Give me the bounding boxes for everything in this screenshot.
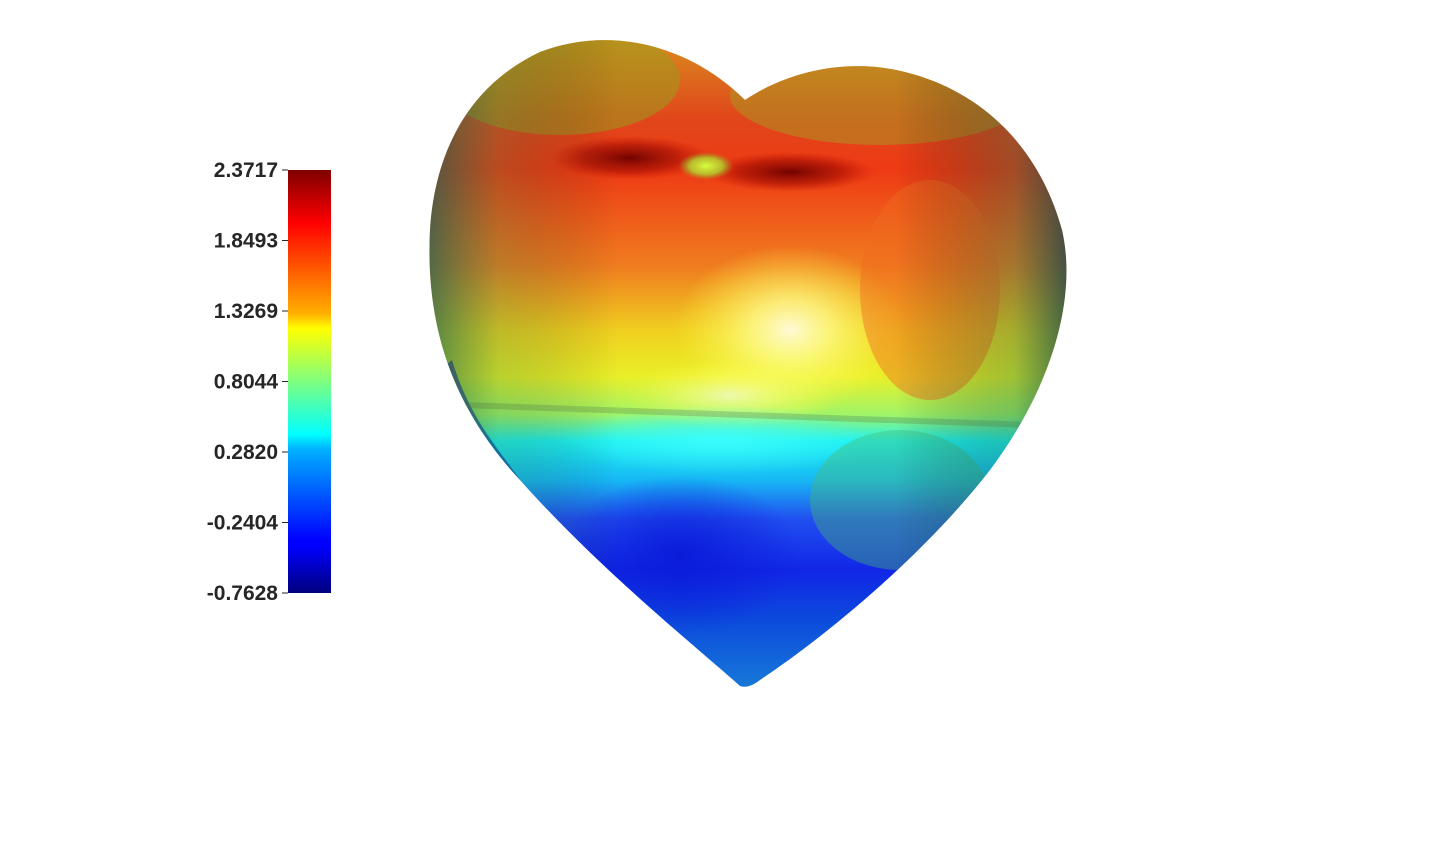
colorbar-tick-label: 1.8493 — [214, 229, 278, 252]
colorbar-tick-label: 2.3717 — [214, 159, 278, 182]
colorbar-tick-label: 0.8044 — [214, 371, 279, 394]
colorbar-tick-label: 1.3269 — [214, 300, 278, 323]
colorbar-tick-label: -0.7628 — [207, 582, 279, 605]
colorbar: 2.3717 1.8493 1.3269 0.8044 0.2820 -0.2404 -0.… — [207, 159, 331, 605]
colorbar-tick-label: -0.2404 — [207, 512, 279, 535]
colorbar-ticks: 2.3717 1.8493 1.3269 0.8044 0.2820 -0.2404 -0.… — [207, 159, 288, 605]
colorbar-tick-label: 0.2820 — [214, 441, 278, 464]
heart-surface — [429, 40, 1067, 687]
colorbar-gradient — [288, 170, 331, 593]
